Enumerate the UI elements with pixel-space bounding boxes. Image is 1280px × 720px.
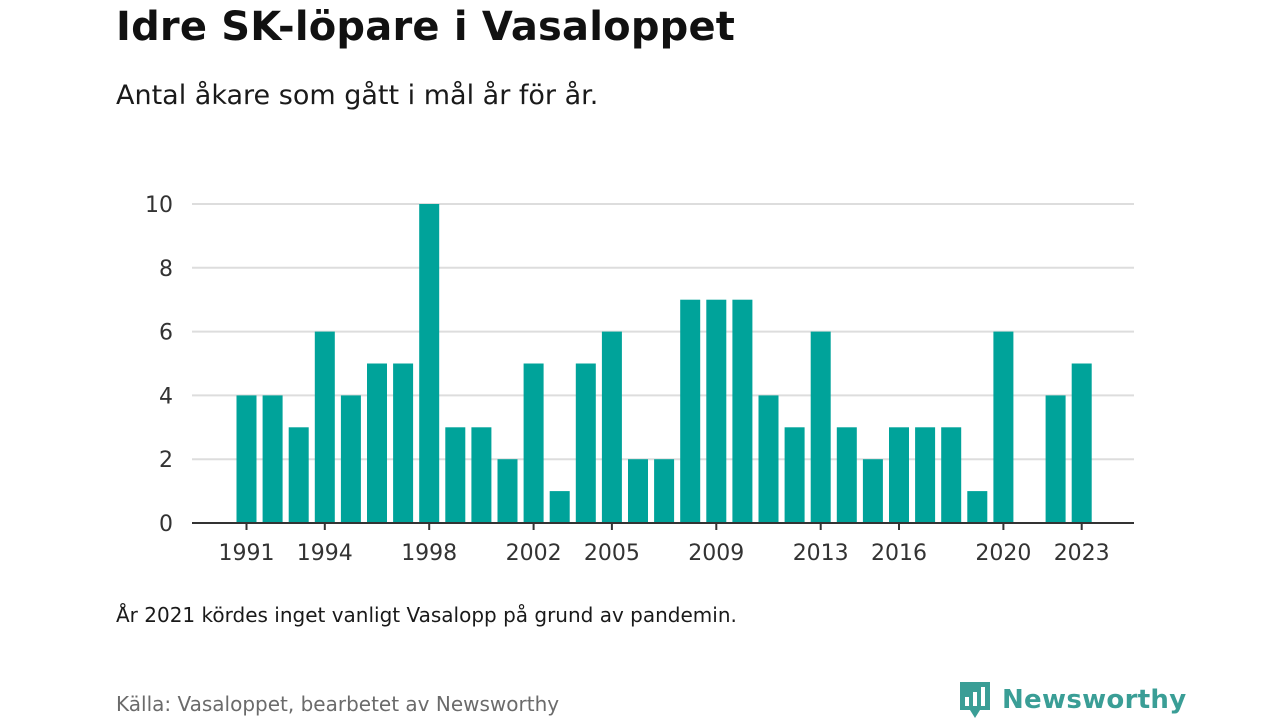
bar-2013: [810, 331, 831, 523]
bar-2001: [497, 459, 518, 523]
bar-2022: [1045, 395, 1066, 523]
x-tick-label: 2020: [975, 541, 1031, 566]
x-tick-label: 2002: [506, 541, 562, 566]
y-tick-label: 6: [159, 321, 173, 346]
chart-footnote: År 2021 kördes inget vanligt Vasalopp på…: [116, 603, 737, 627]
source-credit: Källa: Vasaloppet, bearbetet av Newswort…: [116, 692, 560, 716]
bar-2000: [471, 427, 492, 523]
bar-2011: [758, 395, 779, 523]
chart-subtitle: Antal åkare som gått i mål år för år.: [116, 80, 599, 111]
x-tick-label: 2016: [871, 541, 927, 566]
bar-2004: [575, 363, 596, 523]
bar-2023: [1071, 363, 1092, 523]
x-tick-label: 1991: [219, 541, 275, 566]
bar-2014: [836, 427, 857, 523]
bar-2008: [680, 299, 701, 523]
x-axis: [192, 522, 1134, 530]
brand-name: Newsworthy: [1002, 685, 1187, 715]
bar-2016: [889, 427, 909, 523]
bar-1999: [445, 427, 466, 523]
bar-1994: [314, 331, 335, 523]
newsworthy-logo: Newsworthy: [958, 680, 1186, 720]
bar-chart: 0 2 4 6 8 10 1991 1994 1998 2002 2005 2009 2013 2016…: [145, 193, 1134, 566]
bar-2020: [993, 331, 1014, 523]
bar-1996: [367, 363, 387, 523]
bar-1992: [262, 395, 283, 523]
bar-1993: [288, 427, 309, 523]
bar-1998: [419, 204, 440, 523]
x-tick-label: 1998: [401, 541, 457, 566]
x-tick-label: 1994: [297, 541, 353, 566]
bar-2015: [862, 459, 883, 523]
bar-1995: [340, 395, 361, 523]
bar-1991: [236, 395, 257, 523]
y-tick-label: 2: [159, 448, 173, 473]
chart-title: Idre SK-löpare i Vasaloppet: [116, 4, 736, 50]
y-tick-label: 8: [159, 257, 173, 282]
x-tick-label: 2013: [793, 541, 849, 566]
y-tick-label: 0: [159, 512, 173, 537]
bar-2019: [967, 491, 988, 523]
x-tick-label: 2005: [584, 541, 640, 566]
bar-2002: [523, 363, 544, 523]
bar-2007: [654, 459, 675, 523]
y-tick-label: 10: [145, 193, 173, 218]
bar-2009: [706, 299, 727, 523]
bar-2017: [915, 427, 936, 523]
y-axis-labels: 0 2 4 6 8 10: [145, 193, 173, 537]
y-tick-label: 4: [159, 384, 173, 409]
bar-2005: [601, 331, 622, 523]
x-tick-label: 2009: [688, 541, 744, 566]
bar-2003: [549, 491, 570, 523]
bar-1997: [393, 363, 414, 523]
bar-2006: [628, 459, 648, 523]
bar-chart-logo-icon: [960, 682, 990, 718]
bars: [236, 204, 1092, 523]
bar-2012: [784, 427, 805, 523]
bar-2018: [941, 427, 962, 523]
x-axis-labels: 1991 1994 1998 2002 2005 2009 2013 2016 2020 2023: [219, 541, 1110, 566]
x-tick-label: 2023: [1054, 541, 1110, 566]
bar-2010: [732, 299, 753, 523]
